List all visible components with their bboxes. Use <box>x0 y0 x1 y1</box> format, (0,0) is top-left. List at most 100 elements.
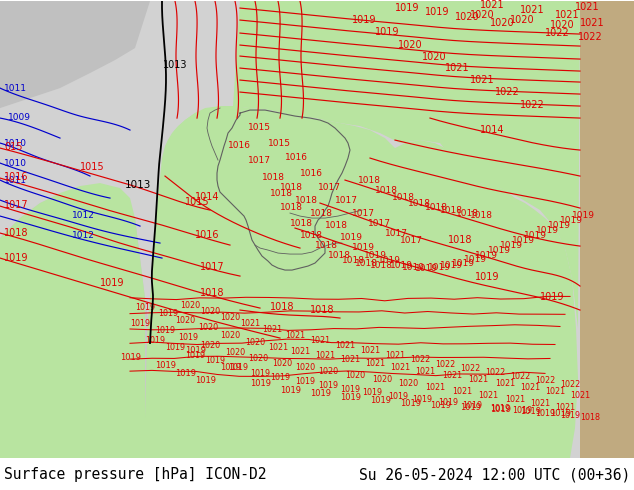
Text: 1020: 1020 <box>398 40 423 50</box>
Text: 1020: 1020 <box>180 301 200 310</box>
Text: 1021: 1021 <box>335 341 355 350</box>
Text: 1019: 1019 <box>4 253 29 263</box>
Text: 1019: 1019 <box>560 216 583 225</box>
Text: 1018: 1018 <box>200 288 224 298</box>
Text: 1021: 1021 <box>495 379 515 388</box>
Text: 1021: 1021 <box>360 346 380 355</box>
Text: 1020: 1020 <box>345 371 365 380</box>
Text: 1020: 1020 <box>510 15 534 25</box>
Text: 1019: 1019 <box>135 303 155 312</box>
Text: 1019: 1019 <box>318 381 338 390</box>
Text: 1019: 1019 <box>228 363 248 372</box>
Polygon shape <box>0 1 155 458</box>
Text: 1019: 1019 <box>540 292 564 302</box>
Text: 1020: 1020 <box>175 316 195 325</box>
Text: 1019: 1019 <box>155 326 175 335</box>
Text: 1017: 1017 <box>200 262 224 272</box>
Text: 1019: 1019 <box>415 264 438 273</box>
Text: 1020: 1020 <box>245 338 265 347</box>
Text: 1017: 1017 <box>385 229 408 238</box>
Text: 1019: 1019 <box>340 233 363 242</box>
Polygon shape <box>0 183 145 458</box>
Text: 1016: 1016 <box>195 230 219 240</box>
Text: 1019: 1019 <box>512 406 532 415</box>
Text: 1020: 1020 <box>200 341 220 350</box>
Text: 1021: 1021 <box>425 383 445 392</box>
Text: 1019: 1019 <box>270 373 290 382</box>
Text: 1019: 1019 <box>155 361 176 370</box>
Text: 1018: 1018 <box>328 251 351 260</box>
Text: 1021: 1021 <box>480 0 505 10</box>
Text: 1019: 1019 <box>130 319 150 328</box>
Text: 1018: 1018 <box>580 413 600 422</box>
Text: 1021: 1021 <box>385 351 405 360</box>
Text: 1018: 1018 <box>355 259 378 268</box>
Text: 1019: 1019 <box>165 343 185 352</box>
Text: 1019: 1019 <box>548 221 571 230</box>
Text: 1019: 1019 <box>520 407 541 416</box>
Text: 1021: 1021 <box>442 371 462 380</box>
Text: 1021: 1021 <box>570 391 590 400</box>
Text: 1018: 1018 <box>280 183 303 192</box>
Text: 1016: 1016 <box>300 169 323 178</box>
Text: 1019: 1019 <box>120 353 141 362</box>
Text: 1019: 1019 <box>364 251 387 260</box>
Text: 1021: 1021 <box>478 391 498 400</box>
Text: 1018: 1018 <box>315 241 338 250</box>
Text: 1018: 1018 <box>270 302 295 312</box>
Text: 1018: 1018 <box>408 199 431 208</box>
Text: 1019: 1019 <box>100 278 124 288</box>
Text: 1012: 1012 <box>72 231 95 240</box>
Polygon shape <box>0 1 150 108</box>
Text: 1018: 1018 <box>448 235 472 245</box>
Text: 1021: 1021 <box>445 63 470 73</box>
Text: 1019: 1019 <box>375 27 399 37</box>
Text: 1015: 1015 <box>185 197 210 207</box>
Text: 1020: 1020 <box>490 18 515 28</box>
Text: 1013: 1013 <box>163 60 188 70</box>
Text: 1019: 1019 <box>175 369 196 378</box>
Text: 1020: 1020 <box>248 354 268 363</box>
Text: 1018: 1018 <box>295 196 318 205</box>
Text: 1019: 1019 <box>438 398 458 407</box>
Text: 1018: 1018 <box>262 173 285 182</box>
Text: 1015: 1015 <box>80 162 105 172</box>
Text: 1019: 1019 <box>428 263 451 272</box>
Text: 1020: 1020 <box>550 20 574 30</box>
Text: 1017: 1017 <box>400 236 423 245</box>
Text: 1011: 1011 <box>4 176 27 185</box>
Text: 1021: 1021 <box>285 331 305 340</box>
Text: 1018: 1018 <box>358 176 381 185</box>
Text: 1019: 1019 <box>310 389 331 398</box>
Text: 1021: 1021 <box>580 18 605 28</box>
Text: 1019: 1019 <box>250 369 270 378</box>
Text: 1017: 1017 <box>368 219 391 228</box>
Text: 1020: 1020 <box>372 375 392 384</box>
Text: 1018: 1018 <box>310 305 335 315</box>
Text: 1021: 1021 <box>315 351 335 360</box>
Text: 1021: 1021 <box>555 403 575 412</box>
Text: 1020: 1020 <box>470 10 495 20</box>
Text: 1019: 1019 <box>536 226 559 235</box>
Text: 1019: 1019 <box>145 336 165 345</box>
Text: 1019: 1019 <box>185 351 205 360</box>
Text: 1019: 1019 <box>490 404 510 413</box>
Text: 1019: 1019 <box>560 411 580 420</box>
Text: 1022: 1022 <box>578 32 603 42</box>
Text: 1019: 1019 <box>352 15 377 25</box>
Text: 1019: 1019 <box>352 243 375 252</box>
Text: 1016: 1016 <box>228 141 251 150</box>
Text: 1022: 1022 <box>485 368 505 377</box>
Text: 1021: 1021 <box>520 5 545 15</box>
Text: 1022: 1022 <box>545 28 570 38</box>
Text: 1011: 1011 <box>4 84 27 93</box>
Text: 1021: 1021 <box>545 387 565 396</box>
Text: 1019: 1019 <box>464 255 487 264</box>
Text: 1022: 1022 <box>510 372 530 381</box>
Text: 1021: 1021 <box>290 347 310 356</box>
Text: 1019: 1019 <box>500 241 523 250</box>
Text: 1019: 1019 <box>340 393 361 402</box>
Text: 1018: 1018 <box>290 219 313 228</box>
Text: 1021: 1021 <box>310 336 330 345</box>
Text: 1016: 1016 <box>4 172 29 182</box>
